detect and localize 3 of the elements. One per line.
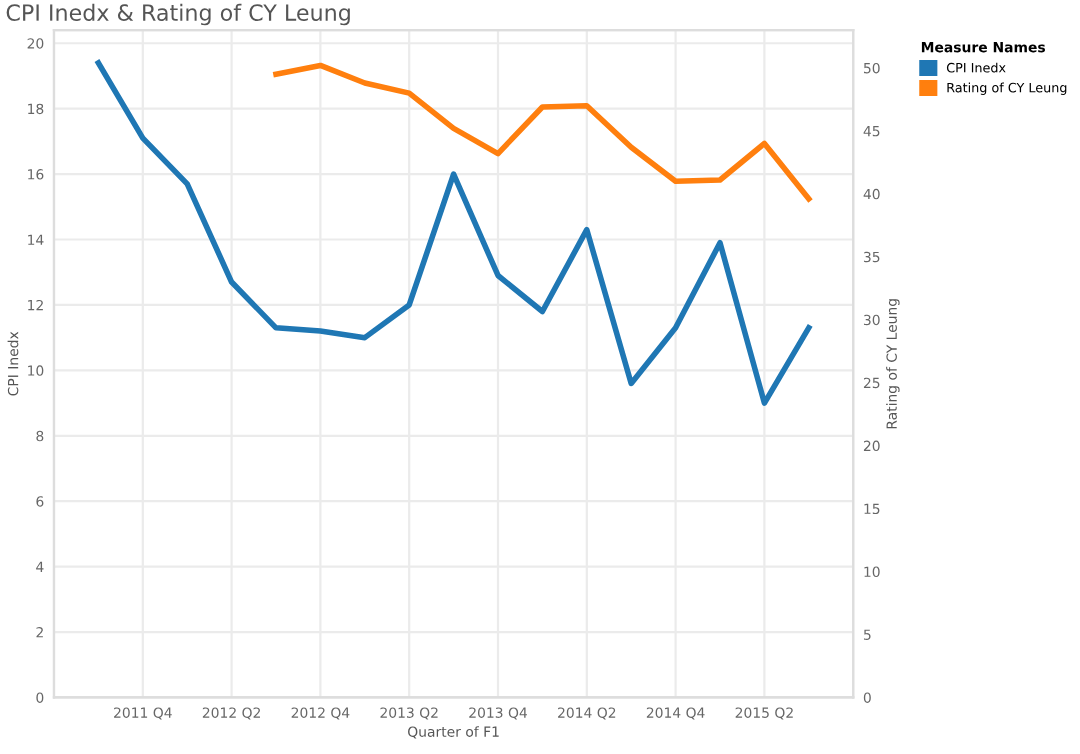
line-series [95, 60, 812, 406]
line-series [273, 62, 812, 202]
chart-title: CPI Inedx & Rating of CY Leung [6, 3, 350, 26]
